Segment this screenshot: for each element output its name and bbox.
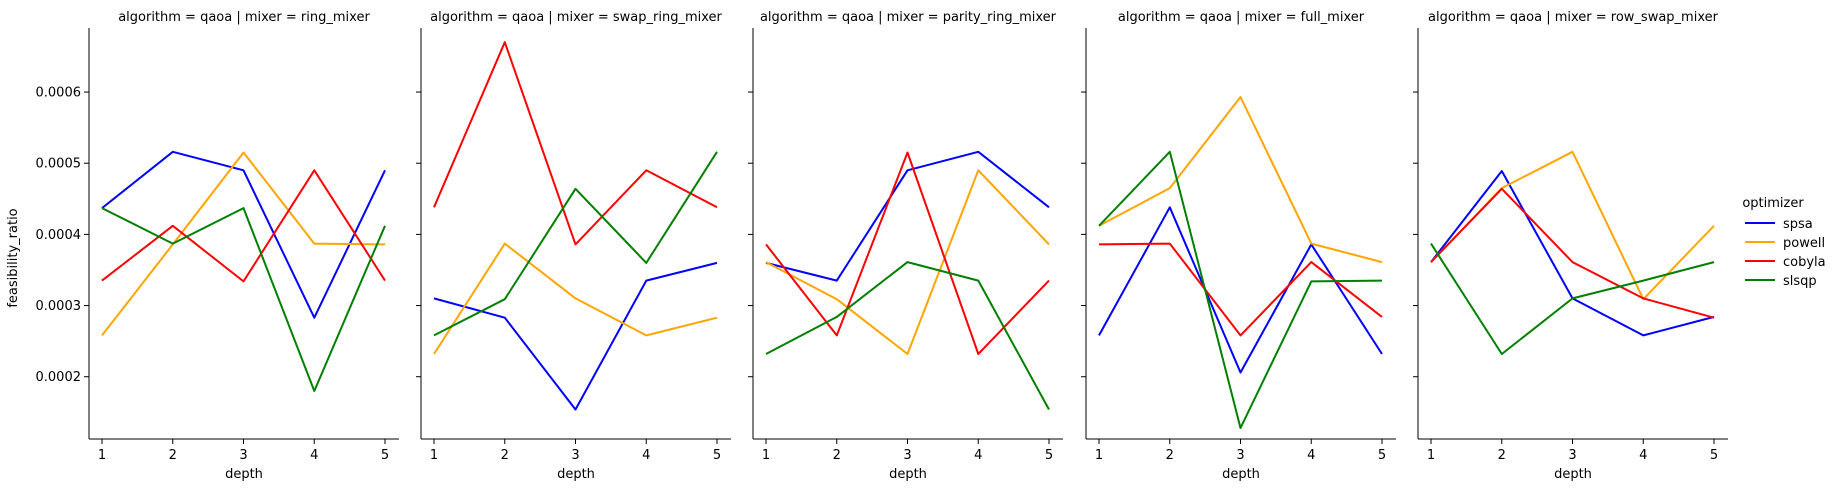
panel-2: algorithm = qaoa | mixer = swap_ring_mix… [416, 10, 731, 482]
series-line-cobyla [1430, 187, 1715, 319]
x-tick-label: 3 [1236, 448, 1244, 463]
series-line-spsa [1098, 206, 1383, 374]
series-line-powell [1430, 150, 1715, 301]
panel-5: algorithm = qaoa | mixer = row_swap_mixe… [1413, 10, 1728, 482]
series-line-powell [101, 151, 386, 337]
series-line-cobyla [433, 41, 718, 246]
series-line-cobyla [765, 151, 1050, 355]
series-line-slsqp [1098, 150, 1383, 429]
series-line-slsqp [101, 207, 386, 392]
x-tick-label: 1 [1095, 448, 1103, 463]
legend-label-spsa: spsa [1783, 217, 1813, 232]
y-tick-label: 0.0005 [36, 157, 82, 172]
x-tick-label: 4 [310, 448, 318, 463]
x-tick-label: 3 [903, 448, 911, 463]
y-tick-label: 0.0003 [36, 299, 82, 314]
series-line-cobyla [101, 169, 386, 283]
x-axis-label: depth [1554, 467, 1592, 482]
x-tick-label: 5 [1710, 448, 1718, 463]
x-tick-label: 5 [1045, 448, 1053, 463]
series-line-powell [765, 169, 1050, 355]
panel-title: algorithm = qaoa | mixer = full_mixer [1118, 10, 1365, 25]
x-tick-label: 2 [833, 448, 841, 463]
legend-title: optimizer [1742, 196, 1804, 211]
x-axis-label: depth [889, 467, 927, 482]
panel-title: algorithm = qaoa | mixer = swap_ring_mix… [430, 10, 722, 25]
legend-label-powell: powell [1783, 236, 1825, 251]
series-line-slsqp [765, 261, 1050, 410]
panels-layer: algorithm = qaoa | mixer = ring_mixer 0.0… [36, 10, 1728, 482]
x-axis-label: depth [1222, 467, 1260, 482]
y-axis-label: feasibility_ratio [6, 208, 21, 307]
x-tick-label: 4 [642, 448, 650, 463]
x-tick-label: 2 [169, 448, 177, 463]
x-tick-label: 1 [430, 448, 438, 463]
series-line-powell [1098, 96, 1383, 264]
x-tick-label: 1 [98, 448, 106, 463]
panel-title: algorithm = qaoa | mixer = parity_ring_m… [760, 10, 1057, 25]
panel-1: algorithm = qaoa | mixer = ring_mixer 0.0… [36, 10, 399, 482]
x-axis-label: depth [225, 467, 263, 482]
x-tick-label: 4 [1639, 448, 1647, 463]
y-tick-label: 0.0002 [36, 370, 82, 385]
panel-3: algorithm = qaoa | mixer = parity_ring_m… [748, 10, 1063, 482]
x-tick-label: 4 [1307, 448, 1315, 463]
x-tick-label: 2 [1166, 448, 1174, 463]
x-tick-label: 3 [571, 448, 579, 463]
x-tick-label: 3 [239, 448, 247, 463]
x-tick-label: 5 [1378, 448, 1386, 463]
x-tick-label: 3 [1568, 448, 1576, 463]
x-tick-label: 2 [501, 448, 509, 463]
x-tick-label: 5 [381, 448, 389, 463]
legend-label-slsqp: slsqp [1783, 274, 1817, 289]
legend-label-cobyla: cobyla [1783, 255, 1826, 270]
series-line-slsqp [433, 151, 718, 337]
x-tick-label: 1 [762, 448, 770, 463]
panel-title: algorithm = qaoa | mixer = ring_mixer [118, 10, 370, 25]
series-line-spsa [433, 261, 718, 411]
series-line-powell [433, 242, 718, 355]
x-tick-label: 4 [974, 448, 982, 463]
series-line-spsa [765, 150, 1050, 282]
x-tick-label: 1 [1427, 448, 1435, 463]
x-axis-label: depth [557, 467, 595, 482]
panel-4: algorithm = qaoa | mixer = full_mixer 1 2 3… [1081, 10, 1396, 482]
y-tick-label: 0.0006 [36, 86, 82, 101]
x-tick-label: 5 [713, 448, 721, 463]
series-line-slsqp [1430, 243, 1715, 355]
panel-title: algorithm = qaoa | mixer = row_swap_mixe… [1428, 10, 1719, 25]
y-tick-label: 0.0004 [36, 228, 82, 243]
x-tick-label: 2 [1498, 448, 1506, 463]
series-line-spsa [101, 150, 386, 319]
legend: optimizer spsa powell cobyla slsqp [1742, 196, 1825, 289]
